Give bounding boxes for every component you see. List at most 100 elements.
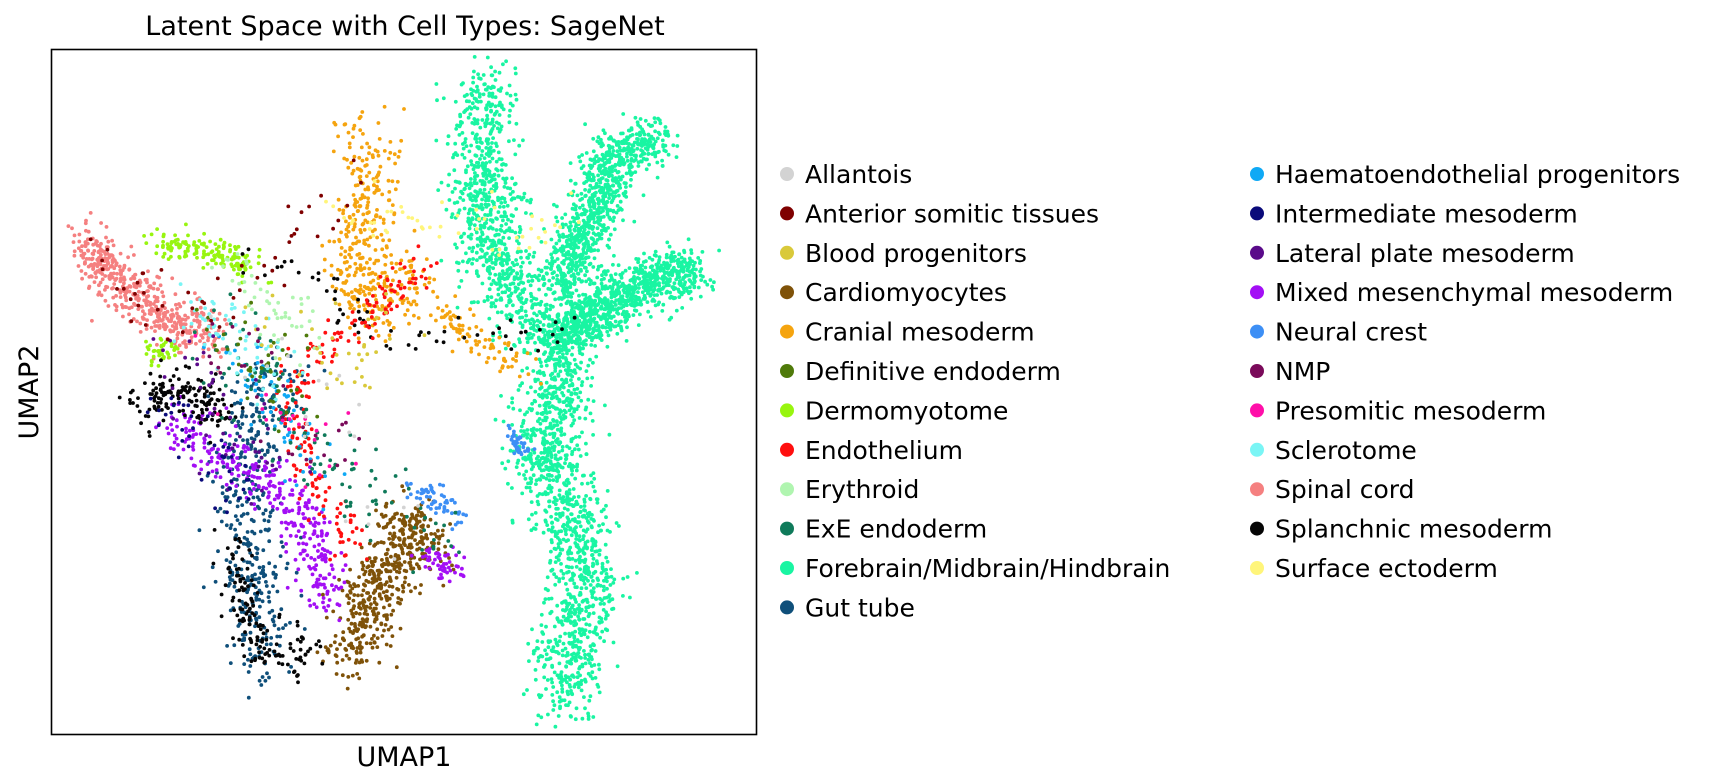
scatter-point: [471, 216, 475, 220]
scatter-point: [354, 241, 358, 245]
scatter-point: [145, 295, 149, 299]
scatter-point: [624, 319, 628, 323]
scatter-point: [689, 259, 693, 263]
scatter-point: [573, 541, 577, 545]
scatter-point: [592, 557, 596, 561]
scatter-point: [503, 200, 507, 204]
scatter-point: [509, 282, 513, 286]
scatter-point: [114, 278, 118, 282]
scatter-point: [514, 258, 518, 262]
scatter-point: [546, 358, 550, 362]
scatter-point: [497, 174, 501, 178]
scatter-point: [623, 181, 627, 185]
scatter-point: [186, 247, 190, 251]
scatter-point: [207, 347, 211, 351]
scatter-point: [572, 636, 576, 640]
scatter-point: [346, 315, 350, 319]
scatter-point: [502, 108, 506, 112]
scatter-point: [398, 150, 402, 154]
scatter-point: [549, 373, 553, 377]
scatter-point: [530, 402, 534, 406]
scatter-point: [90, 275, 94, 279]
scatter-point: [568, 269, 572, 273]
scatter-point: [540, 474, 544, 478]
scatter-point: [490, 129, 494, 133]
scatter-point: [339, 253, 343, 257]
scatter-point: [602, 277, 606, 281]
scatter-point: [620, 141, 624, 145]
scatter-point: [96, 244, 100, 248]
scatter-point: [517, 144, 521, 148]
scatter-point: [549, 422, 553, 426]
scatter-point: [594, 628, 598, 632]
scatter-point: [544, 293, 548, 297]
scatter-point: [134, 297, 138, 301]
scatter-point: [600, 273, 604, 277]
scatter-point: [91, 252, 95, 256]
scatter-point: [578, 510, 582, 514]
scatter-point: [619, 325, 623, 329]
scatter-point: [578, 206, 582, 210]
scatter-point: [604, 184, 608, 188]
scatter-point: [525, 298, 529, 302]
scatter-point: [688, 285, 692, 289]
scatter-point: [621, 218, 625, 222]
scatter-point: [359, 284, 363, 288]
scatter-point: [566, 538, 570, 542]
scatter-point: [535, 461, 539, 465]
scatter-point: [491, 120, 495, 124]
scatter-point: [455, 153, 459, 157]
scatter-point: [493, 70, 497, 74]
scatter-point: [592, 571, 596, 575]
scatter-point: [476, 300, 480, 304]
scatter-point: [671, 296, 675, 300]
scatter-point: [544, 459, 548, 463]
scatter-point: [631, 133, 635, 137]
scatter-point: [672, 251, 676, 255]
scatter-point: [573, 644, 577, 648]
scatter-point: [585, 209, 589, 213]
scatter-point: [530, 467, 534, 471]
scatter-point: [494, 418, 498, 422]
scatter-point: [574, 182, 578, 186]
scatter-point: [461, 260, 465, 264]
scatter-point: [485, 258, 489, 262]
scatter-point: [605, 330, 609, 334]
scatter-point: [509, 94, 513, 98]
scatter-point: [591, 595, 595, 599]
scatter-point: [363, 285, 367, 289]
scatter-point: [616, 664, 620, 668]
scatter-point: [606, 190, 610, 194]
scatter-point: [367, 267, 371, 271]
scatter-point: [484, 146, 488, 150]
scatter-point: [385, 244, 389, 248]
scatter-point: [525, 410, 529, 414]
scatter-point: [504, 59, 508, 63]
scatter-point: [562, 386, 566, 390]
scatter-point: [550, 541, 554, 545]
scatter-point: [589, 343, 593, 347]
scatter-point: [561, 445, 565, 449]
scatter-point: [518, 321, 522, 325]
scatter-point: [610, 200, 614, 204]
scatter-point: [545, 259, 549, 263]
scatter-point: [383, 149, 387, 153]
scatter-point: [604, 504, 608, 508]
scatter-point: [572, 321, 576, 325]
scatter-point: [629, 153, 633, 157]
scatter-point: [598, 616, 602, 620]
scatter-point: [553, 259, 557, 263]
scatter-point: [614, 140, 618, 144]
scatter-point: [568, 446, 572, 450]
scatter-point: [504, 222, 508, 226]
scatter-point: [245, 254, 249, 258]
scatter-point: [194, 342, 198, 346]
scatter-point: [619, 301, 623, 305]
scatter-point: [114, 294, 118, 298]
scatter-point: [576, 671, 580, 675]
scatter-point: [198, 339, 202, 343]
scatter-point: [518, 408, 522, 412]
scatter-point: [514, 207, 518, 211]
scatter-point: [560, 687, 564, 691]
scatter-point: [585, 269, 589, 273]
